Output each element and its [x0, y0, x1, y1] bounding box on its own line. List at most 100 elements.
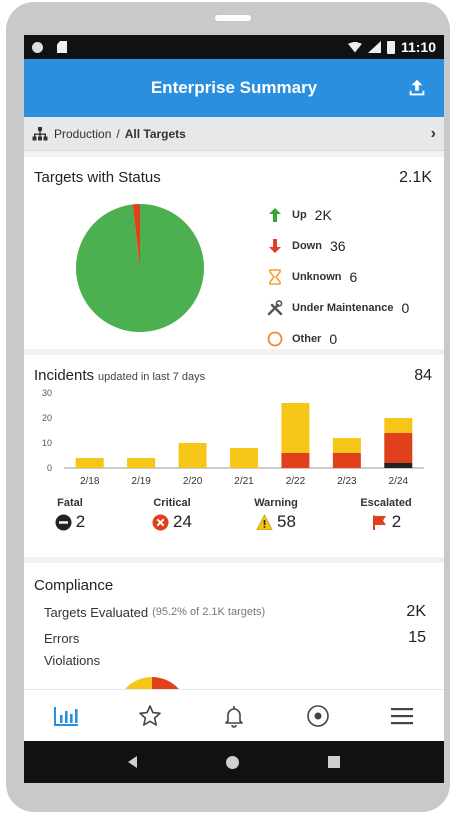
incidents-card[interactable]: Incidents updated in last 7 days 84 0 10 20… [24, 355, 444, 557]
arrow-up-icon [269, 207, 281, 222]
legend-label: Down [292, 239, 322, 252]
breadcrumb-current: All Targets [124, 126, 186, 141]
y-tick-label: 20 [42, 413, 52, 423]
legend-maintenance[interactable]: Under Maintenance 0 [266, 292, 409, 323]
x-tick-label: 2/18 [80, 476, 100, 487]
compliance-row-violations[interactable]: Violations [44, 653, 426, 668]
nav-menu[interactable] [387, 701, 417, 731]
legend-value: 36 [329, 237, 346, 254]
legend-down[interactable]: Down 36 [266, 230, 409, 261]
bar-segment[interactable] [332, 438, 361, 453]
back-icon[interactable] [128, 756, 138, 768]
nav-targets[interactable] [303, 701, 333, 731]
bar-segment[interactable] [281, 453, 310, 468]
legend-label: Under Maintenance [292, 301, 394, 314]
legend-value: 6 [349, 268, 358, 285]
legend-up[interactable]: Up 2K [266, 199, 409, 230]
status-bar: 11:10 [24, 35, 444, 59]
pie-slice-up[interactable] [75, 204, 205, 332]
clock: 11:10 [400, 39, 436, 55]
targets-pie-chart[interactable] [74, 202, 206, 334]
bar-segment[interactable] [384, 418, 413, 433]
severity-summary: Fatal 2 Critical [24, 497, 444, 547]
y-tick-label: 0 [47, 463, 52, 473]
x-tick-label: 2/21 [234, 476, 254, 487]
home-icon[interactable] [225, 755, 239, 769]
breadcrumb-parent[interactable]: Production [54, 126, 112, 141]
compliance-value: 15 [408, 629, 426, 646]
arrow-down-icon [269, 238, 281, 253]
circle-icon [267, 331, 283, 346]
x-tick-label: 2/19 [131, 476, 151, 487]
compliance-note: (95.2% of 2.1K targets) [152, 606, 266, 618]
compliance-value: 2K [406, 603, 426, 620]
battery-icon [386, 40, 395, 54]
warning-triangle-icon [256, 513, 273, 530]
bottom-navigation [24, 689, 444, 741]
compliance-title: Compliance [34, 577, 114, 594]
legend-label: Other [292, 332, 322, 345]
x-tick-label: 2/20 [183, 476, 203, 487]
legend-unknown[interactable]: Unknown 6 [266, 261, 409, 292]
y-tick-label: 30 [42, 388, 52, 398]
x-tick-label: 2/22 [286, 476, 306, 487]
incidents-total: 84 [414, 367, 432, 384]
bar-segment[interactable] [384, 463, 413, 468]
nav-alerts[interactable] [219, 701, 249, 731]
legend-value: 0 [329, 330, 338, 347]
targets-title: Targets with Status [34, 169, 161, 186]
severity-label: Critical [153, 497, 191, 509]
legend-other[interactable]: Other 0 [266, 323, 409, 354]
bell-icon [225, 705, 243, 728]
pie-slice-down[interactable] [132, 204, 140, 268]
page-title: Enterprise Summary [150, 78, 318, 97]
bar-segment[interactable] [230, 448, 258, 468]
bar-segment[interactable] [332, 453, 361, 468]
wifi-icon [347, 41, 362, 53]
bar-segment[interactable] [281, 403, 310, 453]
compliance-label: Errors [44, 630, 80, 646]
severity-value: 2 [75, 512, 86, 531]
compliance-row-errors[interactable]: Errors 15 [44, 629, 426, 647]
incidents-subtitle: updated in last 7 days [98, 371, 206, 383]
targets-legend: Up 2K Down 36 Unknown 6 [266, 199, 409, 354]
breadcrumb[interactable]: Production / All Targets › [24, 117, 444, 151]
severity-critical[interactable]: Critical 24 [132, 497, 212, 532]
incidents-title-line: Incidents updated in last 7 days [34, 367, 205, 384]
bar-segment[interactable] [75, 458, 104, 468]
system-navigation-bar [24, 741, 444, 783]
minus-circle-icon [55, 514, 72, 530]
target-icon [307, 704, 329, 727]
flag-icon [372, 515, 386, 530]
nav-dashboard[interactable] [51, 701, 81, 731]
x-tick-label: 2/23 [337, 476, 357, 487]
severity-label: Fatal [57, 497, 83, 509]
legend-label: Up [292, 208, 307, 221]
severity-value: 58 [277, 512, 296, 531]
recent-apps-icon[interactable] [327, 756, 340, 768]
bar-segment[interactable] [178, 443, 207, 468]
wrench-icon [267, 299, 283, 315]
upload-icon[interactable] [406, 77, 428, 99]
compliance-row-evaluated[interactable]: Targets Evaluated (95.2% of 2.1K targets… [44, 603, 426, 621]
severity-escalated[interactable]: Escalated 2 [346, 497, 426, 532]
screen: 11:10 Enterprise Summary Product [24, 35, 444, 783]
app-bar: Enterprise Summary [24, 59, 444, 117]
chevron-right-icon[interactable]: › [430, 124, 436, 142]
targets-status-card[interactable]: Targets with Status 2.1K Up 2K Down 36 [24, 157, 444, 349]
breadcrumb-separator: / [116, 126, 120, 141]
record-icon [32, 41, 43, 53]
severity-value: 2 [391, 512, 402, 531]
bar-segment[interactable] [384, 433, 413, 463]
incidents-title: Incidents [34, 367, 95, 384]
legend-label: Unknown [292, 270, 342, 283]
nav-favorites[interactable] [135, 701, 165, 731]
incidents-bar-chart[interactable]: 0 10 20 30 2/18 2/19 2/20 2/21 2/22 2/23 2/24 [24, 385, 444, 495]
severity-fatal[interactable]: Fatal 2 [30, 497, 110, 532]
bar-segment[interactable] [127, 458, 156, 468]
compliance-card[interactable]: Compliance Targets Evaluated (95.2% of 2… [24, 563, 444, 713]
menu-icon [391, 707, 413, 724]
targets-total: 2.1K [399, 169, 432, 186]
severity-label: Warning [254, 497, 298, 509]
severity-warning[interactable]: Warning 58 [236, 497, 316, 532]
